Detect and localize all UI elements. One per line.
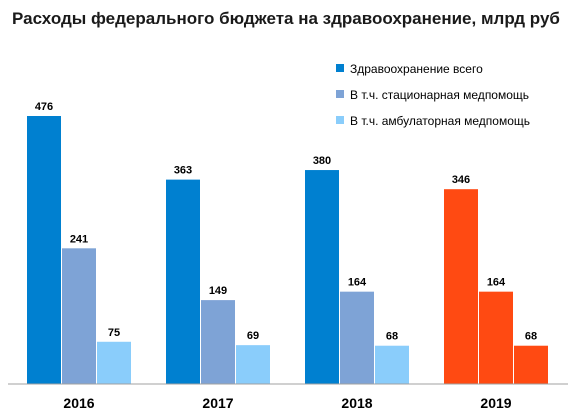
legend-swatch-outpatient [336, 116, 344, 124]
bars: 476 241 75 363 149 69 380 164 68 346 164 68 [27, 101, 548, 384]
category-label-2019: 2019 [480, 395, 511, 411]
value-label-total-2019: 346 [452, 174, 470, 186]
legend-swatch-inpatient [336, 90, 344, 98]
bar-outpatient-2017 [236, 345, 270, 384]
category-labels: 2016 2017 2018 2019 [63, 395, 511, 411]
value-label-inpatient-2016: 241 [70, 233, 88, 245]
bar-outpatient-2016 [97, 341, 131, 384]
legend-label-inpatient: В т.ч. стационарная медпомощь [350, 88, 529, 102]
category-label-2017: 2017 [202, 395, 233, 411]
legend: Здравоохранение всего В т.ч. стационарна… [336, 62, 530, 128]
bar-outpatient-2018 [375, 345, 409, 384]
value-label-outpatient-2018: 68 [386, 331, 398, 343]
value-label-total-2016: 476 [35, 101, 53, 113]
bar-total-2018 [305, 170, 339, 384]
value-label-total-2017: 363 [174, 165, 192, 177]
value-label-inpatient-2017: 149 [209, 285, 227, 297]
bar-total-2016 [27, 116, 61, 384]
bar-inpatient-2017 [201, 300, 235, 384]
bar-outpatient-2019 [514, 345, 548, 384]
legend-label-total: Здравоохранение всего [350, 62, 483, 76]
bar-inpatient-2016 [62, 248, 96, 384]
value-label-outpatient-2019: 68 [525, 331, 537, 343]
bar-total-2019 [444, 189, 478, 384]
bar-total-2017 [166, 179, 200, 384]
legend-swatch-total [336, 64, 344, 72]
chart-title: Расходы федерального бюджета на здравоох… [12, 9, 560, 28]
value-label-outpatient-2016: 75 [108, 327, 120, 339]
category-label-2018: 2018 [341, 395, 372, 411]
bar-inpatient-2018 [340, 291, 374, 384]
value-label-inpatient-2018: 164 [348, 277, 367, 289]
value-label-outpatient-2017: 69 [247, 330, 259, 342]
category-label-2016: 2016 [63, 395, 94, 411]
value-label-total-2018: 380 [313, 155, 331, 167]
bar-inpatient-2019 [479, 291, 513, 384]
value-label-inpatient-2019: 164 [487, 277, 506, 289]
legend-label-outpatient: В т.ч. амбулаторная медпомощь [350, 114, 530, 128]
